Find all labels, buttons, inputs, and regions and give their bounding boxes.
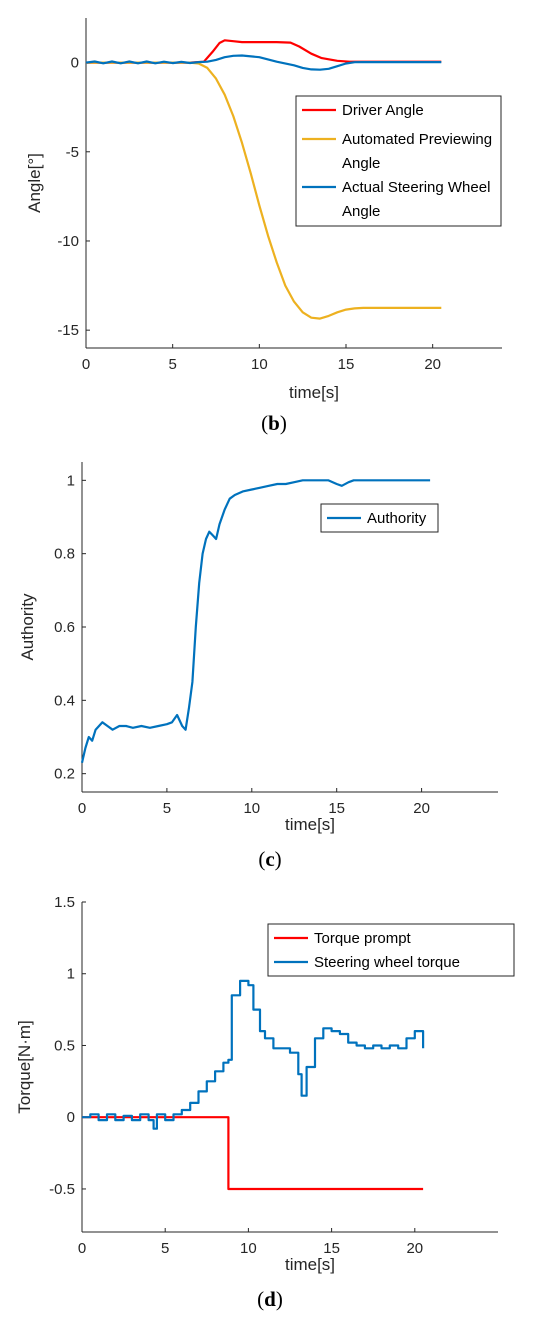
y-axis-label: Angle[°] xyxy=(25,153,44,213)
legend-entry: Driver Angle xyxy=(342,102,424,119)
legend: Driver Angle Automated Previewing Angle Act… xyxy=(295,95,502,227)
x-tick-label: 0 xyxy=(78,800,86,817)
panel-caption: (b) xyxy=(261,411,287,435)
legend-box xyxy=(295,95,502,227)
y-tick-label: 0 xyxy=(67,1109,75,1126)
y-tick-label: 0.5 xyxy=(54,1037,75,1054)
x-tick-label: 15 xyxy=(323,1240,340,1257)
y-tick-label: 0.8 xyxy=(54,546,75,563)
x-tick-label: 10 xyxy=(240,1240,257,1257)
chart-panel-c: 0 5 10 15 20 0.2 0.4 0.6 0.8 1 time[s] Authority Aut… xyxy=(18,462,498,871)
y-axis-label: Torque[N·m] xyxy=(15,1020,34,1114)
series-line-1 xyxy=(86,61,442,320)
y-tick-label: 1.5 xyxy=(54,894,75,911)
legend-entry: Authority xyxy=(367,510,427,527)
y-tick-label: -5 xyxy=(66,144,79,161)
panel-caption: (d) xyxy=(257,1287,283,1311)
series-line-2 xyxy=(85,54,442,71)
y-tick-label: -10 xyxy=(57,233,79,250)
y-tick-label: -15 xyxy=(57,322,79,339)
legend: Authority xyxy=(320,503,439,533)
x-tick-label: 20 xyxy=(406,1240,423,1257)
legend-box xyxy=(267,923,515,977)
y-tick-label: -0.5 xyxy=(49,1181,75,1198)
y-tick-label: 0.6 xyxy=(54,619,75,636)
legend-entry: Steering wheel torque xyxy=(314,954,460,971)
chart-panel-b: 0 5 10 15 20 0 -5 -10 -15 time[s] Angle[°] Driver A… xyxy=(25,18,502,435)
y-axis-label: Authority xyxy=(18,593,37,661)
series-line-0 xyxy=(80,479,431,763)
x-tick-label: 5 xyxy=(163,800,171,817)
x-tick-label: 15 xyxy=(338,356,355,373)
x-tick-label: 10 xyxy=(243,800,260,817)
x-tick-label: 5 xyxy=(168,356,176,373)
y-tick-label: 0 xyxy=(71,55,79,72)
x-tick-label: 0 xyxy=(78,1240,86,1257)
x-tick-label: 20 xyxy=(413,800,430,817)
series-line-0 xyxy=(82,1116,424,1191)
legend-entry: Actual Steering Wheel Angle xyxy=(342,179,490,220)
legend: Torque prompt Steering wheel torque xyxy=(267,923,515,977)
y-tick-label: 0.2 xyxy=(54,766,75,783)
x-tick-label: 20 xyxy=(424,356,441,373)
x-axis-label: time[s] xyxy=(289,383,339,402)
legend-entry: Torque prompt xyxy=(314,930,412,947)
x-tick-label: 15 xyxy=(328,800,345,817)
x-tick-label: 5 xyxy=(161,1240,169,1257)
panel-caption: (c) xyxy=(258,847,281,871)
x-axis-label: time[s] xyxy=(285,815,335,834)
series-line-1 xyxy=(82,979,425,1130)
y-tick-label: 1 xyxy=(67,966,75,983)
legend-entry: Automated Previewing Angle xyxy=(342,131,492,172)
chart-panel-d: 0 5 10 15 20 1.5 1 0.5 0 -0.5 time[s] Torque[N·m] To… xyxy=(15,894,515,1311)
y-tick-label: 0.4 xyxy=(54,692,75,709)
x-tick-label: 0 xyxy=(82,356,90,373)
y-tick-label: 1 xyxy=(67,472,75,489)
x-axis-label: time[s] xyxy=(285,1255,335,1274)
x-tick-label: 10 xyxy=(251,356,268,373)
